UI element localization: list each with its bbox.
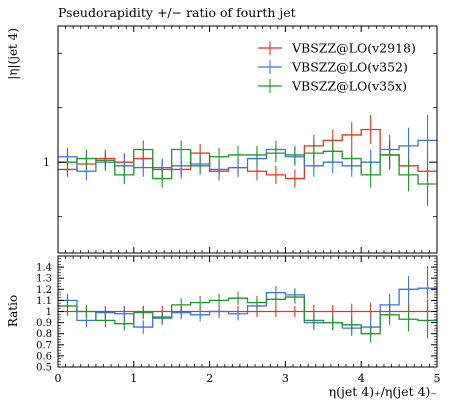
ratio-y-tick-label: 1.3	[36, 274, 52, 285]
ratio-panel: 1.41.31.21.110.90.80.70.60.5 Ratio	[6, 255, 438, 374]
ratio-y-tick-label: 0.8	[36, 329, 52, 340]
ratio-ylabel: Ratio	[6, 295, 20, 327]
x-tick-label-5: 5	[434, 372, 441, 385]
legend: VBSZZ@LO(v2918) VBSZZ@LO(v352) VBSZZ@LO(v3…	[258, 41, 416, 94]
legend-label-0: VBSZZ@LO(v2918)	[291, 41, 416, 56]
x-tick-label-2: 2	[206, 372, 213, 385]
legend-label-1: VBSZZ@LO(v352)	[291, 60, 408, 75]
main-y-tick-label: 1	[43, 156, 50, 169]
main-ylabel: |η|(jet 4)	[6, 28, 20, 80]
ratio-y-tick-label: 1	[46, 307, 52, 318]
ratio-y-tick-label: 0.5	[36, 363, 52, 374]
ratio-y-tick-label: 1.1	[36, 296, 52, 307]
ratio-y-tick-label: 0.9	[36, 318, 52, 329]
x-axis-label: η(jet 4)₊/η(jet 4)₋	[329, 384, 437, 399]
ratio-series-1-line	[58, 287, 437, 329]
main-panel: 1 |η|(jet 4)	[6, 25, 438, 254]
series-1-line	[58, 139, 437, 172]
x-tick-label-4: 4	[358, 372, 365, 385]
series-2-line	[58, 148, 437, 185]
x-tick-label-1: 1	[130, 372, 137, 385]
series-0-line	[58, 128, 437, 180]
x-tick-label-3: 3	[282, 372, 289, 385]
ratio-y-tick-label: 0.6	[36, 351, 52, 362]
ratio-series-2-line	[58, 296, 437, 335]
chart-title: Pseudorapidity +/− ratio of fourth jet	[58, 5, 296, 20]
ratio-y-tick-label: 1.4	[36, 263, 52, 274]
ratio-y-tick-label: 1.2	[36, 285, 52, 296]
ratio-y-tick-label: 0.7	[36, 340, 52, 351]
legend-label-2: VBSZZ@LO(v35x)	[291, 79, 407, 94]
x-tick-label-0: 0	[55, 372, 62, 385]
